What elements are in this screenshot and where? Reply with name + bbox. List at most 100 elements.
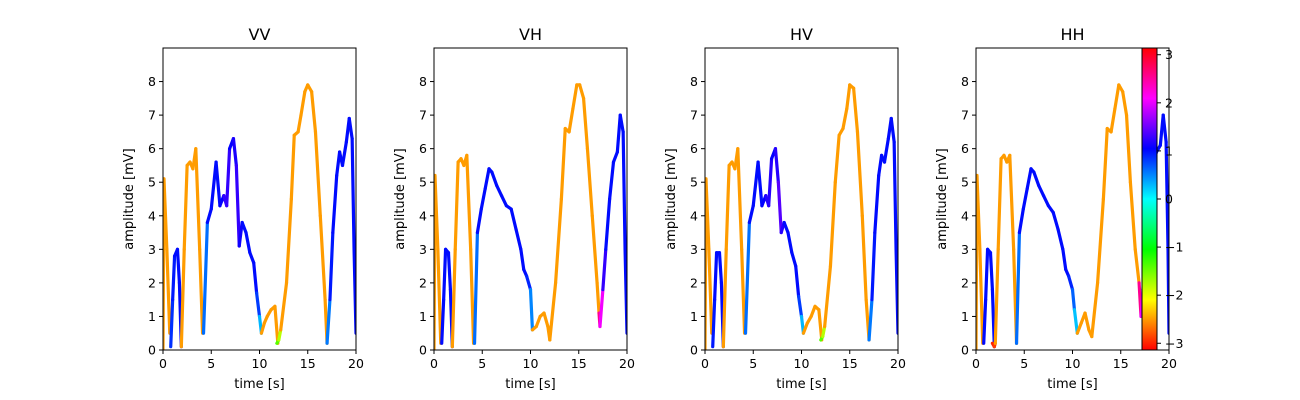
line-segment xyxy=(993,247,1000,345)
line-segment xyxy=(1083,311,1091,332)
line-segment xyxy=(234,163,241,248)
x-axis-label: time [s] xyxy=(505,377,555,392)
colorbar-tick-label: 0 xyxy=(1165,192,1173,207)
line-segment xyxy=(248,251,256,265)
line-segment xyxy=(773,147,780,184)
line-segment xyxy=(1070,288,1077,312)
line-segment xyxy=(877,153,884,178)
line-segment xyxy=(559,126,567,201)
y-tick-label: 8 xyxy=(690,74,698,89)
line-segment xyxy=(873,173,881,235)
y-tick-label: 0 xyxy=(148,343,156,358)
line-segment xyxy=(318,214,327,302)
line-segment xyxy=(450,247,457,349)
line-segment xyxy=(1128,180,1137,251)
y-tick-label: 4 xyxy=(148,208,156,223)
line-segment xyxy=(201,220,209,335)
line-segment xyxy=(194,147,202,251)
line-segment xyxy=(996,157,1003,251)
line-segment xyxy=(794,264,801,298)
panel-vv: VV 0 5 10 15 20 0 1 2 3 4 5 6 7 8 time [s] amplitude [mV… xyxy=(122,25,364,392)
line-segment xyxy=(313,130,322,218)
line-segment xyxy=(310,90,318,134)
line-segment xyxy=(331,173,339,235)
colorbar-tick-label: −3 xyxy=(1165,336,1183,351)
line-segment xyxy=(1041,194,1050,208)
series-group xyxy=(976,83,1169,350)
y-tick-label: 8 xyxy=(419,74,427,89)
line-segment xyxy=(490,170,499,188)
line-segment xyxy=(1017,207,1025,235)
line-segment xyxy=(514,227,523,251)
y-tick-label: 1 xyxy=(148,309,156,324)
line-segment xyxy=(542,311,550,329)
y-axis-label: amplitude [mV] xyxy=(664,148,679,250)
line-segment xyxy=(1101,126,1109,201)
line-segment xyxy=(590,214,599,285)
x-tick-label: 20 xyxy=(1161,356,1177,371)
colorbar-tick-label: −2 xyxy=(1165,288,1183,303)
line-segment xyxy=(325,298,332,345)
line-segment xyxy=(198,247,205,335)
line-segment xyxy=(581,96,590,151)
line-segment xyxy=(1090,281,1100,339)
colorbar-tick-label: −1 xyxy=(1165,240,1183,255)
x-tick-label: 5 xyxy=(207,356,215,371)
y-tick-label: 7 xyxy=(419,108,427,123)
panel-vh: VH 0 5 10 15 20 0 1 2 3 4 5 6 7 8 time [s] amplitude [mV… xyxy=(393,25,635,392)
line-segment xyxy=(801,321,809,335)
y-tick-label: 5 xyxy=(690,175,698,190)
colorbar-tick-label: 1 xyxy=(1165,143,1173,158)
line-segment xyxy=(499,194,508,208)
y-tick-label: 5 xyxy=(148,175,156,190)
line-segment xyxy=(1056,227,1065,251)
line-segment xyxy=(240,220,248,235)
panel-title: VH xyxy=(519,25,542,44)
line-segment xyxy=(867,298,874,342)
line-segment xyxy=(328,230,335,302)
line-segment xyxy=(809,304,817,319)
y-tick-label: 5 xyxy=(961,175,969,190)
line-segment xyxy=(440,298,446,345)
y-tick-label: 2 xyxy=(419,275,427,290)
line-segment xyxy=(465,153,473,251)
y-tick-label: 3 xyxy=(148,242,156,257)
line-segment xyxy=(169,298,175,349)
line-segment xyxy=(1025,167,1033,191)
line-segment xyxy=(740,247,747,335)
line-segment xyxy=(171,254,177,302)
line-segment xyxy=(446,251,453,292)
x-tick-label: 5 xyxy=(749,356,757,371)
line-segment xyxy=(214,160,222,208)
line-segment xyxy=(519,247,526,272)
line-segment xyxy=(1164,140,1169,251)
axes-frame xyxy=(704,47,899,351)
line-segment xyxy=(472,230,480,345)
line-segment xyxy=(534,314,542,329)
series-group xyxy=(705,83,898,350)
y-tick-label: 4 xyxy=(961,208,969,223)
line-segment xyxy=(817,308,824,342)
y-tick-label: 1 xyxy=(419,309,427,324)
line-segment xyxy=(1121,90,1129,117)
line-segment xyxy=(790,251,798,268)
line-segment xyxy=(1072,308,1079,335)
line-segment xyxy=(882,137,890,164)
x-tick-label: 0 xyxy=(430,356,438,371)
line-segment xyxy=(296,113,303,134)
line-segment xyxy=(273,304,280,345)
line-segment xyxy=(756,160,764,208)
line-segment xyxy=(175,247,182,285)
line-segment xyxy=(479,187,487,211)
line-segment xyxy=(747,204,755,225)
y-axis-label: amplitude [mV] xyxy=(122,148,137,250)
panel-title: VV xyxy=(249,25,271,44)
x-axis-label: time [s] xyxy=(234,377,284,392)
line-segment xyxy=(244,230,252,255)
x-tick-label: 10 xyxy=(252,356,268,371)
line-segment xyxy=(453,160,460,251)
line-segment xyxy=(608,160,616,201)
line-segment xyxy=(841,106,849,131)
line-segment xyxy=(289,133,296,201)
